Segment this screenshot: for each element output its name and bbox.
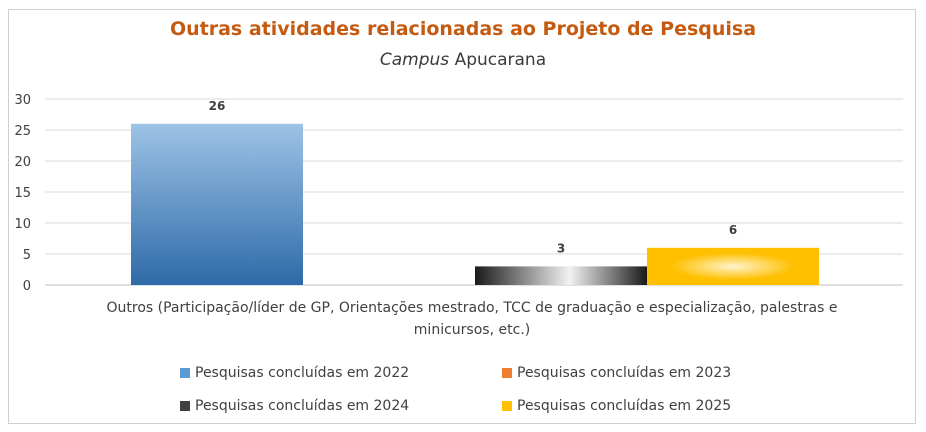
data-label: 26: [209, 99, 226, 113]
legend-item: Pesquisas concluídas em 2022: [180, 365, 409, 381]
y-tick-label: 30: [14, 93, 31, 108]
legend-item: Pesquisas concluídas em 2023: [502, 365, 731, 381]
subtitle-rest: Apucarana: [454, 50, 547, 70]
legend-label: Pesquisas concluídas em 2024: [195, 398, 410, 414]
y-tick-label: 5: [23, 248, 31, 263]
x-category-label: minicursos, etc.): [414, 322, 530, 338]
data-label: 3: [557, 241, 565, 255]
y-tick-label: 0: [23, 279, 31, 294]
legend-label: Pesquisas concluídas em 2022: [195, 365, 410, 381]
bar-2025: [647, 247, 819, 285]
y-tick-label: 20: [14, 155, 31, 170]
legend-swatch: [502, 401, 512, 411]
y-tick-label: 15: [14, 186, 31, 201]
y-tick-label: 10: [14, 217, 31, 232]
chart-title: Outras atividades relacionadas ao Projet…: [169, 18, 757, 40]
y-tick-label: 25: [14, 124, 31, 139]
subtitle-italic: Campus: [379, 50, 450, 70]
bar-2024: [475, 266, 647, 285]
bar-2022: [131, 123, 303, 285]
x-category-label: Outros (Participação/líder de GP, Orient…: [107, 300, 838, 316]
chart-subtitle: Campus Apucarana: [0, 50, 926, 70]
legend-swatch: [180, 401, 190, 411]
legend-swatch: [180, 368, 190, 378]
legend-label: Pesquisas concluídas em 2025: [517, 398, 732, 414]
legend-item: Pesquisas concluídas em 2025: [502, 398, 731, 414]
legend-label: Pesquisas concluídas em 2023: [517, 365, 732, 381]
legend-swatch: [502, 368, 512, 378]
data-label: 6: [729, 223, 737, 237]
legend-item: Pesquisas concluídas em 2024: [180, 398, 409, 414]
